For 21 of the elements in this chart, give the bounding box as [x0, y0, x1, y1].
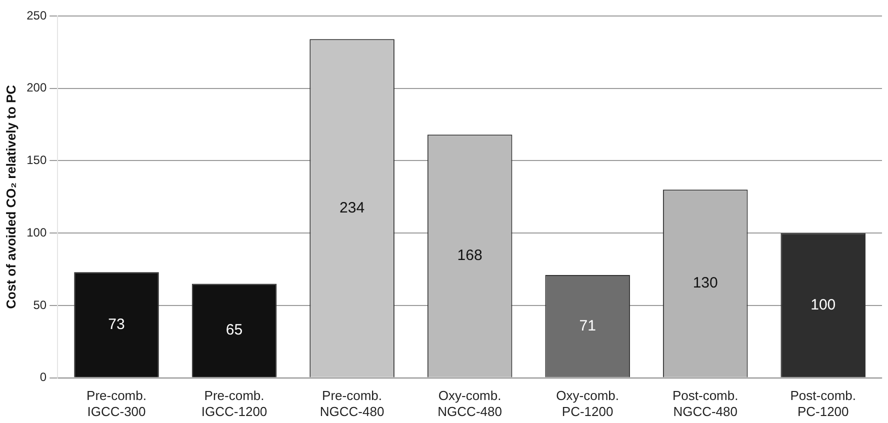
data-label: 100: [810, 296, 836, 314]
x-tick-label: Pre-comb. IGCC-300: [86, 388, 146, 419]
data-label: 65: [226, 322, 243, 339]
x-tick-label: Pre-comb. IGCC-1200: [201, 388, 268, 419]
data-label: 71: [579, 317, 596, 334]
data-label: 168: [457, 247, 482, 264]
y-tick-label: 250: [26, 8, 47, 22]
y-tick-label: 0: [40, 370, 47, 384]
y-tick-label: 100: [26, 225, 47, 240]
data-label: 73: [108, 316, 125, 333]
x-tick-label: Post-comb. NGCC-480: [672, 388, 738, 419]
x-tick-label: Post-comb. PC-1200: [790, 388, 856, 419]
y-tick-label: 50: [33, 298, 47, 312]
y-tick-label: 150: [26, 153, 47, 168]
data-label: 130: [692, 274, 718, 292]
data-label: 234: [340, 199, 365, 216]
x-tick-label: Oxy-comb. NGCC-480: [438, 388, 502, 419]
y-tick-label: 200: [26, 80, 47, 95]
x-tick-label: Pre-comb. NGCC-480: [320, 388, 384, 419]
y-axis-title: Cost of avoided CO₂ relatively to PC: [3, 84, 18, 309]
x-tick-label: Oxy-comb. PC-1200: [556, 388, 619, 419]
